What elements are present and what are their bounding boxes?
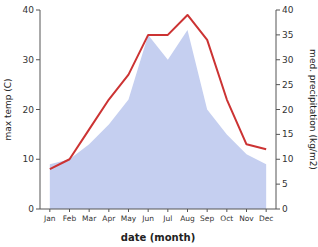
y2-tick-label: 25 [282,80,293,90]
y2-tick-label: 15 [282,129,293,139]
plot-area [50,15,266,209]
x-tick-label: Sep [200,214,214,223]
y2-tick-label: 30 [282,55,294,65]
y2-axis-label: med. precipitation (kg/m2) [308,49,318,170]
x-tick-label: Apr [102,214,116,223]
temperature-line [50,15,266,169]
x-tick-label: Nov [239,214,254,223]
x-axis-label: date (month) [121,232,195,243]
y2-tick [276,184,280,185]
x-tick [167,209,168,212]
x-tick-label: Aug [180,214,195,223]
x-tick-label: Jan [43,214,56,223]
y-axis-label: max temp (C) [3,78,13,140]
y2-tick [276,10,280,11]
x-tick [266,209,267,212]
y-tick-label: 30 [23,55,35,65]
y-tick [36,109,40,110]
y2-tick-label: 0 [282,204,288,214]
x-tick [246,209,247,212]
y2-tick [276,84,280,85]
y-tick [36,159,40,160]
x-tick [108,209,109,212]
y2-tick [276,59,280,60]
chart: 0 10 20 30 40 0 5 10 15 20 25 30 35 40 Jan Feb Mar Apr May… [0,0,318,247]
y-tick-label: 20 [23,105,35,115]
x-tick [187,209,188,212]
y-tick-label: 0 [28,204,34,214]
y2-tick-label: 20 [282,105,294,115]
x-tick-label: Jun [141,214,154,223]
x-axis-line [40,209,276,210]
precipitation-area [50,30,266,209]
y-tick [36,59,40,60]
y2-tick-label: 5 [282,179,288,189]
x-tick [49,209,50,212]
x-tick [128,209,129,212]
x-tick [226,209,227,212]
x-tick-label: May [121,214,137,223]
y-tick-label: 40 [23,5,35,15]
x-tick-label: Jul [162,214,172,223]
x-tick-label: Dec [259,214,274,223]
y2-tick [276,209,280,210]
x-tick [69,209,70,212]
x-tick [207,209,208,212]
x-tick-label: Feb [63,214,77,223]
y2-tick [276,134,280,135]
x-tick-label: Oct [220,214,233,223]
y2-tick [276,34,280,35]
y2-tick-label: 35 [282,30,293,40]
y2-tick [276,109,280,110]
y-tick [36,209,40,210]
x-tick [148,209,149,212]
y2-tick [276,159,280,160]
y-tick-label: 10 [23,154,35,164]
y-tick [36,10,40,11]
y2-tick-label: 10 [282,154,294,164]
x-tick [89,209,90,212]
x-tick-label: Mar [82,214,97,223]
y2-tick-label: 40 [282,5,294,15]
